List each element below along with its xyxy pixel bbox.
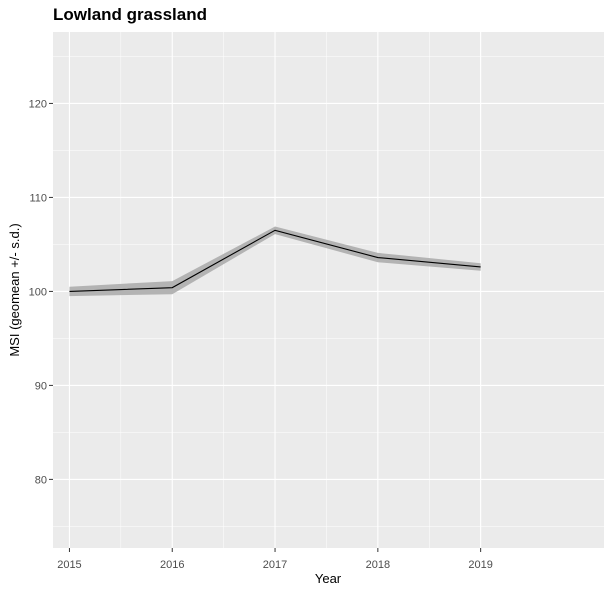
y-tick-label: 110 [29, 192, 47, 204]
chart-title: Lowland grassland [53, 5, 207, 24]
x-tick-label: 2017 [263, 559, 287, 571]
y-axis-ticks: 80 90 100 110 120 [29, 98, 53, 486]
x-axis-ticks: 2015 2016 2017 2018 2019 [57, 548, 493, 571]
y-tick-label: 90 [35, 380, 47, 392]
x-tick-label: 2015 [57, 559, 81, 571]
y-tick-label: 120 [29, 98, 47, 110]
y-tick-label: 100 [29, 286, 47, 298]
y-tick-label: 80 [35, 474, 47, 486]
x-tick-label: 2018 [366, 559, 390, 571]
x-tick-label: 2016 [160, 559, 184, 571]
major-gridlines [53, 32, 604, 548]
sd-ribbon [69, 226, 481, 297]
series-line [69, 229, 481, 292]
y-axis-title: MSI (geomean +/- s.d.) [7, 223, 22, 356]
x-axis-title: Year [315, 571, 342, 586]
x-tick-label: 2019 [468, 559, 492, 571]
